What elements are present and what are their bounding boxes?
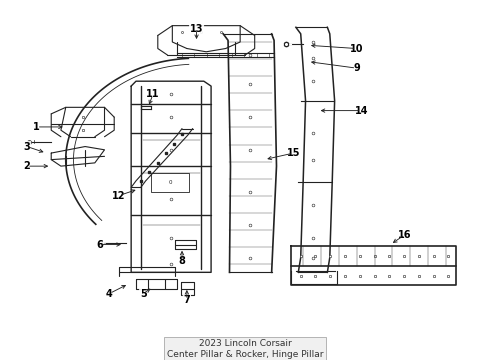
Text: 6: 6 (97, 239, 103, 249)
Text: 14: 14 (355, 105, 368, 116)
Text: 0: 0 (168, 180, 172, 185)
Text: 9: 9 (353, 63, 360, 73)
Text: 10: 10 (350, 44, 363, 54)
Text: 2: 2 (24, 161, 30, 171)
Text: 16: 16 (398, 230, 412, 240)
Text: 15: 15 (287, 148, 300, 158)
Text: 1: 1 (33, 122, 40, 132)
Text: 4: 4 (106, 289, 113, 298)
Text: 3: 3 (24, 141, 30, 152)
Text: 13: 13 (190, 24, 203, 34)
Text: 8: 8 (178, 256, 185, 266)
Text: 12: 12 (112, 190, 126, 201)
Bar (150, 173, 189, 192)
Text: 5: 5 (140, 289, 147, 298)
Text: 7: 7 (183, 295, 190, 305)
Text: 11: 11 (146, 89, 160, 99)
Text: 2023 Lincoln Corsair
Center Pillar & Rocker, Hinge Pillar: 2023 Lincoln Corsair Center Pillar & Roc… (167, 339, 323, 359)
